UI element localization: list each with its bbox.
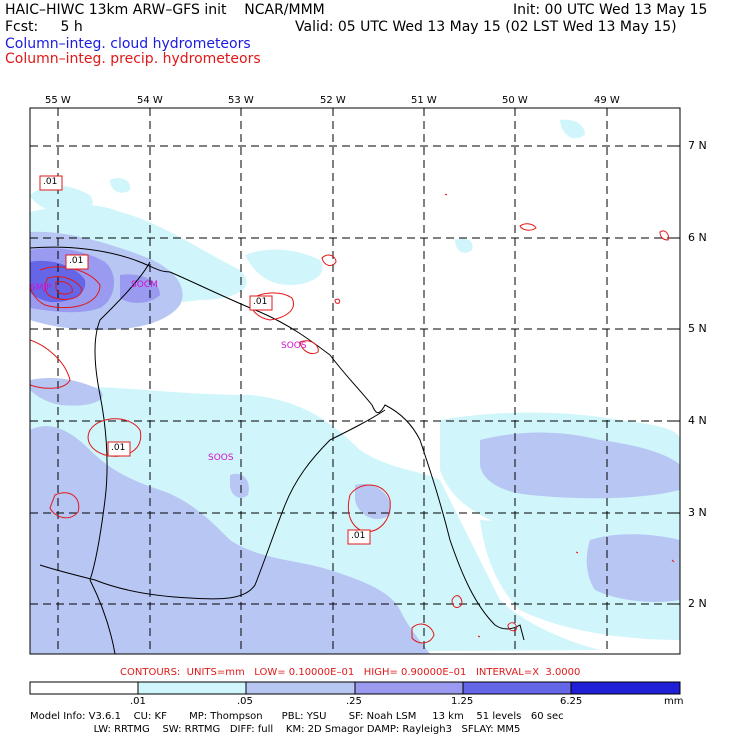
- colorbar-bin-3: [354, 681, 464, 695]
- lon-label-51w: 51 W: [411, 95, 437, 106]
- lat-label-5n: 5 N: [688, 322, 707, 335]
- lat-label-4n: 4 N: [688, 414, 707, 427]
- colorbar-tick-4: 6.25: [560, 696, 583, 707]
- lat-label-2n: 2 N: [688, 597, 707, 610]
- contour-label-boxes: [39, 175, 371, 545]
- legend-precip-hydrometeors: Column–integ. precip. hydrometeors: [5, 51, 261, 67]
- station-label-soos-2: SOOS: [208, 453, 234, 463]
- colorbar-bin-1: [137, 681, 247, 695]
- lon-label-54w: 54 W: [137, 95, 163, 106]
- lat-lon-grid: [30, 108, 680, 654]
- colorbar-tick-2: .25: [346, 696, 362, 707]
- model-info-line1: Model Info: V3.6.1 CU: KF MP: Thompson P…: [30, 711, 564, 722]
- contour-label-4: .01: [111, 443, 126, 453]
- contour-label-2: .01: [69, 256, 84, 266]
- contour-label-3: .01: [253, 297, 268, 307]
- legend-cloud-hydrometeors: Column–integ. cloud hydrometeors: [5, 36, 251, 52]
- coastlines: [30, 246, 525, 654]
- lat-label-6n: 6 N: [688, 231, 707, 244]
- lon-label-55w: 55 W: [45, 95, 71, 106]
- lon-label-52w: 52 W: [320, 95, 346, 106]
- model-info-line2: LW: RRTMG SW: RRTMG DIFF: full KM: 2D Sm…: [30, 724, 521, 735]
- colorbar-bin-5: [570, 681, 681, 695]
- lat-label-7n: 7 N: [688, 139, 707, 152]
- contours-info: CONTOURS: UNITS=mm LOW= 0.10000E–01 HIGH…: [120, 667, 581, 678]
- contour-label-1: .01: [43, 177, 58, 187]
- cloud-shading: [30, 119, 680, 654]
- init-time: Init: 00 UTC Wed 13 May 15: [513, 2, 708, 18]
- colorbar-tick-3: 1.25: [451, 696, 474, 707]
- contour-label-5: .01: [351, 531, 366, 541]
- lat-label-3n: 3 N: [688, 506, 707, 519]
- model-title: HAIC–HIWC 13km ARW–GFS init NCAR/MMM: [5, 2, 325, 18]
- lon-label-50w: 50 W: [502, 95, 528, 106]
- colorbar-tick-1: .05: [237, 696, 253, 707]
- colorbar: [29, 681, 681, 695]
- lon-label-53w: 53 W: [228, 95, 254, 106]
- precip-contours: [30, 193, 675, 644]
- station-label-soos-1: SOOS: [281, 341, 307, 351]
- colorbar-tick-0: .01: [130, 696, 146, 707]
- station-label-smjp: SMJP: [30, 283, 52, 293]
- colorbar-bin-2: [245, 681, 356, 695]
- plot-frame: [29, 107, 681, 655]
- station-label-socm: SOCM: [131, 280, 158, 290]
- colorbar-bin-4: [462, 681, 572, 695]
- lon-label-49w: 49 W: [594, 95, 620, 106]
- colorbar-units: mm: [664, 696, 684, 707]
- valid-time: Valid: 05 UTC Wed 13 May 15 (02 LST Wed …: [295, 19, 677, 35]
- forecast-hour: Fcst: 5 h: [5, 19, 83, 35]
- colorbar-bin-0: [29, 681, 139, 695]
